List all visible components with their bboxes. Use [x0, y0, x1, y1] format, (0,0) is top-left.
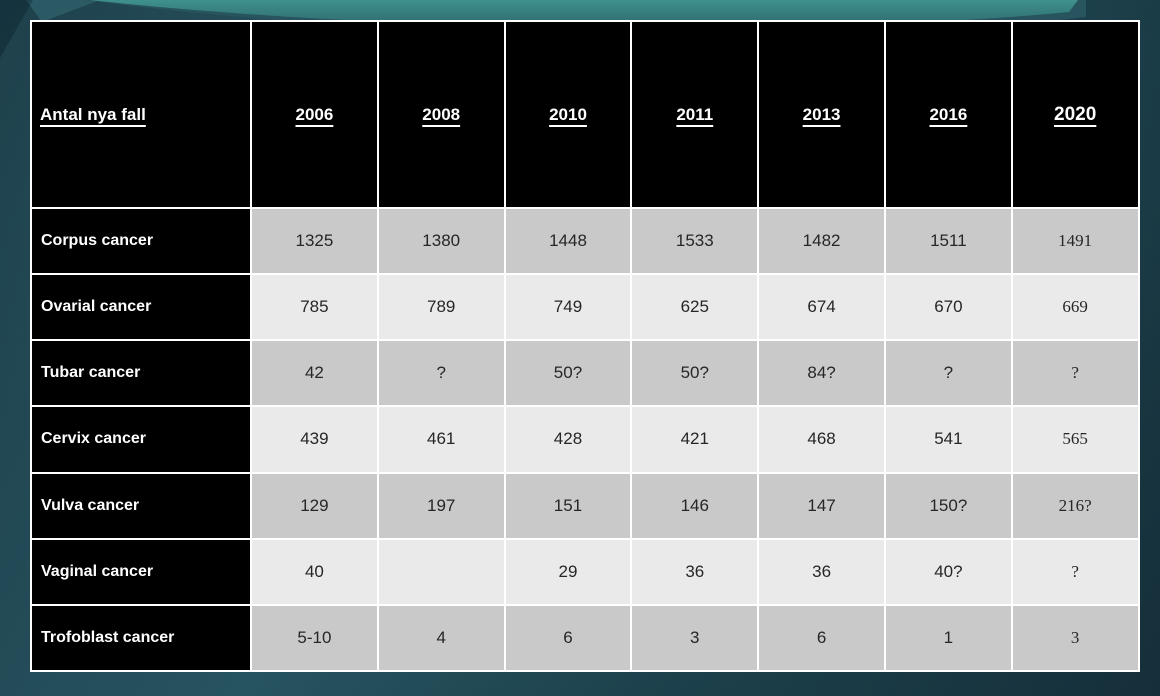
table-header-year: 2016 — [883, 20, 1013, 209]
table-header-row: Antal nya fall 2006 2008 2010 2011 2013 … — [30, 20, 1140, 209]
table-row: Vulva cancer 129 197 151 146 147 150? 216? — [30, 471, 1140, 540]
year-2011-label: 2011 — [676, 104, 714, 124]
table-row: Tubar cancer 42? 50? 50? 84??? — [30, 339, 1140, 408]
table-cell: 1 — [883, 603, 1013, 673]
table-cell: 1511 — [883, 206, 1013, 276]
corner-shade — [0, 0, 33, 58]
table-cell: 6 — [757, 603, 886, 673]
table-cell: 4 — [376, 603, 506, 673]
table-cell: 439 — [250, 405, 379, 474]
row-label: Cervix cancer — [30, 405, 252, 474]
table-cell: 147 — [757, 471, 886, 540]
table-cell: 541 — [883, 405, 1013, 474]
table-cell: 1482 — [757, 206, 886, 276]
table-cell: 197 — [376, 471, 506, 540]
table-cell: 42 — [250, 339, 379, 408]
swoosh-left-triangle — [26, 0, 100, 22]
table-header-year: 2008 — [376, 20, 506, 209]
table-cell: 1448 — [503, 206, 633, 276]
table-cell: 6 — [503, 603, 633, 673]
table-cell: 84? — [757, 339, 886, 408]
table-header-year: 2006 — [250, 20, 379, 209]
table-cell — [376, 537, 506, 606]
table-cell: 789 — [376, 273, 506, 342]
table-body: Corpus cancer 1325 1380 1448 1533 1482 1511 149… — [30, 206, 1140, 673]
table-cell: 421 — [630, 405, 760, 474]
table-cell: 674 — [757, 273, 886, 342]
table-cell: 3 — [1010, 603, 1140, 673]
table-header-title: Antal nya fall — [30, 20, 252, 209]
table-cell: ? — [376, 339, 506, 408]
table-cell: 50? — [630, 339, 760, 408]
table-cell: 1533 — [630, 206, 760, 276]
table-header-year: 2013 — [757, 20, 886, 209]
table-cell: 1491 — [1010, 206, 1140, 276]
table-header-year: 2011 — [630, 20, 760, 209]
table-cell: 151 — [503, 471, 633, 540]
year-2008-label: 2008 — [422, 104, 461, 124]
year-2016-label: 2016 — [929, 104, 968, 124]
table-cell: 625 — [630, 273, 760, 342]
table-cell: 670 — [883, 273, 1013, 342]
table-row: Ovarial cancer 785 789 749 625 674 670 669 — [30, 273, 1140, 342]
table-cell: 468 — [757, 405, 886, 474]
table-cell: ? — [883, 339, 1013, 408]
year-2006-label: 2006 — [295, 104, 334, 124]
table-header-title-text: Antal nya fall — [40, 104, 146, 124]
table-row: Corpus cancer 1325 1380 1448 1533 1482 1511 149… — [30, 206, 1140, 276]
table-cell: ? — [1010, 339, 1140, 408]
table-cell: 29 — [503, 537, 633, 606]
table-cell: 50? — [503, 339, 633, 408]
table-row: Trofoblast cancer 5-10 4 6 3 6 1 3 — [30, 603, 1140, 673]
table-cell: 785 — [250, 273, 379, 342]
row-label: Vulva cancer — [30, 471, 252, 540]
table-header-year: 2020 — [1010, 20, 1140, 209]
cancer-cases-table: Antal nya fall 2006 2008 2010 2011 2013 … — [30, 20, 1140, 673]
row-label: Corpus cancer — [30, 206, 252, 276]
row-label: Tubar cancer — [30, 339, 252, 408]
table-cell: 216? — [1010, 471, 1140, 540]
row-label: Ovarial cancer — [30, 273, 252, 342]
table-cell: ? — [1010, 537, 1140, 606]
table-cell: 3 — [630, 603, 760, 673]
table-row: Cervix cancer 439 461 428 421 468 541 565 — [30, 405, 1140, 474]
table-cell: 428 — [503, 405, 633, 474]
table-cell: 129 — [250, 471, 379, 540]
table-cell: 565 — [1010, 405, 1140, 474]
table-cell: 669 — [1010, 273, 1140, 342]
table-cell: 150? — [883, 471, 1013, 540]
table-cell: 749 — [503, 273, 633, 342]
year-2010-label: 2010 — [549, 104, 587, 124]
year-2013-label: 2013 — [802, 104, 841, 124]
year-2020-label: 2020 — [1054, 103, 1097, 125]
table-cell: 40? — [883, 537, 1013, 606]
table-cell: 5-10 — [250, 603, 379, 673]
table-cell: 1380 — [376, 206, 506, 276]
row-label: Vaginal cancer — [30, 537, 252, 606]
table-cell: 461 — [376, 405, 506, 474]
table-cell: 36 — [757, 537, 886, 606]
table-cell: 40 — [250, 537, 379, 606]
table-cell: 146 — [630, 471, 760, 540]
table-header-year: 2010 — [503, 20, 633, 209]
table-row: Vaginal cancer 40 29 36 36 40?? — [30, 537, 1140, 606]
table-cell: 1325 — [250, 206, 379, 276]
table-cell: 36 — [630, 537, 760, 606]
row-label: Trofoblast cancer — [30, 603, 252, 673]
